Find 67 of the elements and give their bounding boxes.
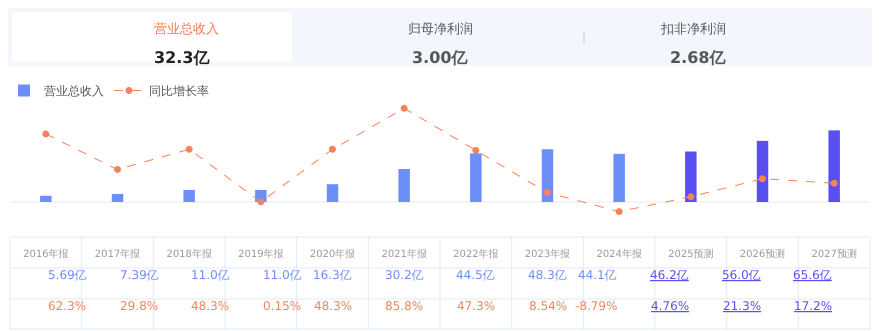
x-tick-label: 2016年报 <box>23 248 69 260</box>
point <box>329 146 336 153</box>
data-label: 21.3% <box>723 299 762 313</box>
x-tick-label: 2023年报 <box>524 248 570 260</box>
x-tick-label: 2018年报 <box>166 248 212 260</box>
data-label: 29.8% <box>120 299 158 313</box>
data-label: 7.39亿 <box>120 268 159 282</box>
text: 扣非净利润 <box>660 22 726 37</box>
point <box>759 175 766 182</box>
data-label: 62.3% <box>48 299 86 313</box>
bar <box>685 152 697 202</box>
data-label: 48.3% <box>191 299 230 313</box>
x-tick-label: 2021年报 <box>381 248 427 260</box>
text: 归母净利润 <box>408 22 473 37</box>
text: 2.68亿 <box>670 48 726 67</box>
legend-label: 同比增长率 <box>149 84 209 98</box>
x-tick-label: 2019年报 <box>238 248 284 260</box>
data-label: 56.0亿 <box>722 268 761 282</box>
data-label: 0.15% <box>263 299 302 313</box>
bar <box>40 196 52 202</box>
x-tick-label: 2017年报 <box>94 248 140 260</box>
point <box>42 130 50 138</box>
text: 3.00亿 <box>412 48 468 67</box>
data-label: 44.5亿 <box>456 268 495 282</box>
bar <box>398 169 410 202</box>
x-tick-label: 2025预测 <box>668 248 714 260</box>
x-tick-label: 2026预测 <box>740 248 786 260</box>
data-label: 11.0亿 <box>263 268 302 282</box>
data-label: 48.3% <box>314 299 352 313</box>
bar <box>326 184 338 202</box>
point <box>616 208 623 216</box>
data-label: 16.3亿 <box>313 268 352 282</box>
text: 32.3亿 <box>154 48 210 67</box>
point <box>830 180 838 187</box>
data-label: 48.3亿 <box>528 268 567 282</box>
data-label: 65.6亿 <box>793 268 832 282</box>
data-label: 47.3% <box>457 299 496 313</box>
point <box>472 146 480 154</box>
bar <box>470 153 482 202</box>
x-tick-label: 2020年报 <box>310 248 356 260</box>
bar <box>542 149 554 202</box>
x-tick-label: 2024年报 <box>596 248 642 260</box>
point <box>114 166 121 173</box>
x-tick-label: 2022年报 <box>453 248 499 260</box>
point <box>186 146 193 153</box>
point <box>687 193 694 200</box>
data-label: 30.2亿 <box>385 268 424 282</box>
legend-label: 营业总收入 <box>44 84 104 98</box>
data-label: 11.0亿 <box>191 268 230 282</box>
data-label: 46.2亿 <box>650 268 689 282</box>
bar <box>183 190 195 202</box>
point <box>257 198 264 206</box>
data-label: 44.1亿 <box>578 268 617 282</box>
x-tick-label: 2027预测 <box>811 248 857 260</box>
bar <box>112 194 124 202</box>
bar <box>828 130 840 202</box>
point <box>544 189 551 196</box>
bar <box>613 154 625 202</box>
data-label: 4.76% <box>651 299 690 313</box>
data-label: 85.8% <box>385 299 424 313</box>
data-label: 17.2% <box>794 299 832 313</box>
data-label: -8.79% <box>575 299 618 313</box>
point <box>400 104 408 112</box>
data-label: 5.69亿 <box>48 268 87 282</box>
data-label: 8.54% <box>529 299 568 313</box>
text: 营业总收入 <box>154 22 219 37</box>
bar <box>756 140 768 202</box>
